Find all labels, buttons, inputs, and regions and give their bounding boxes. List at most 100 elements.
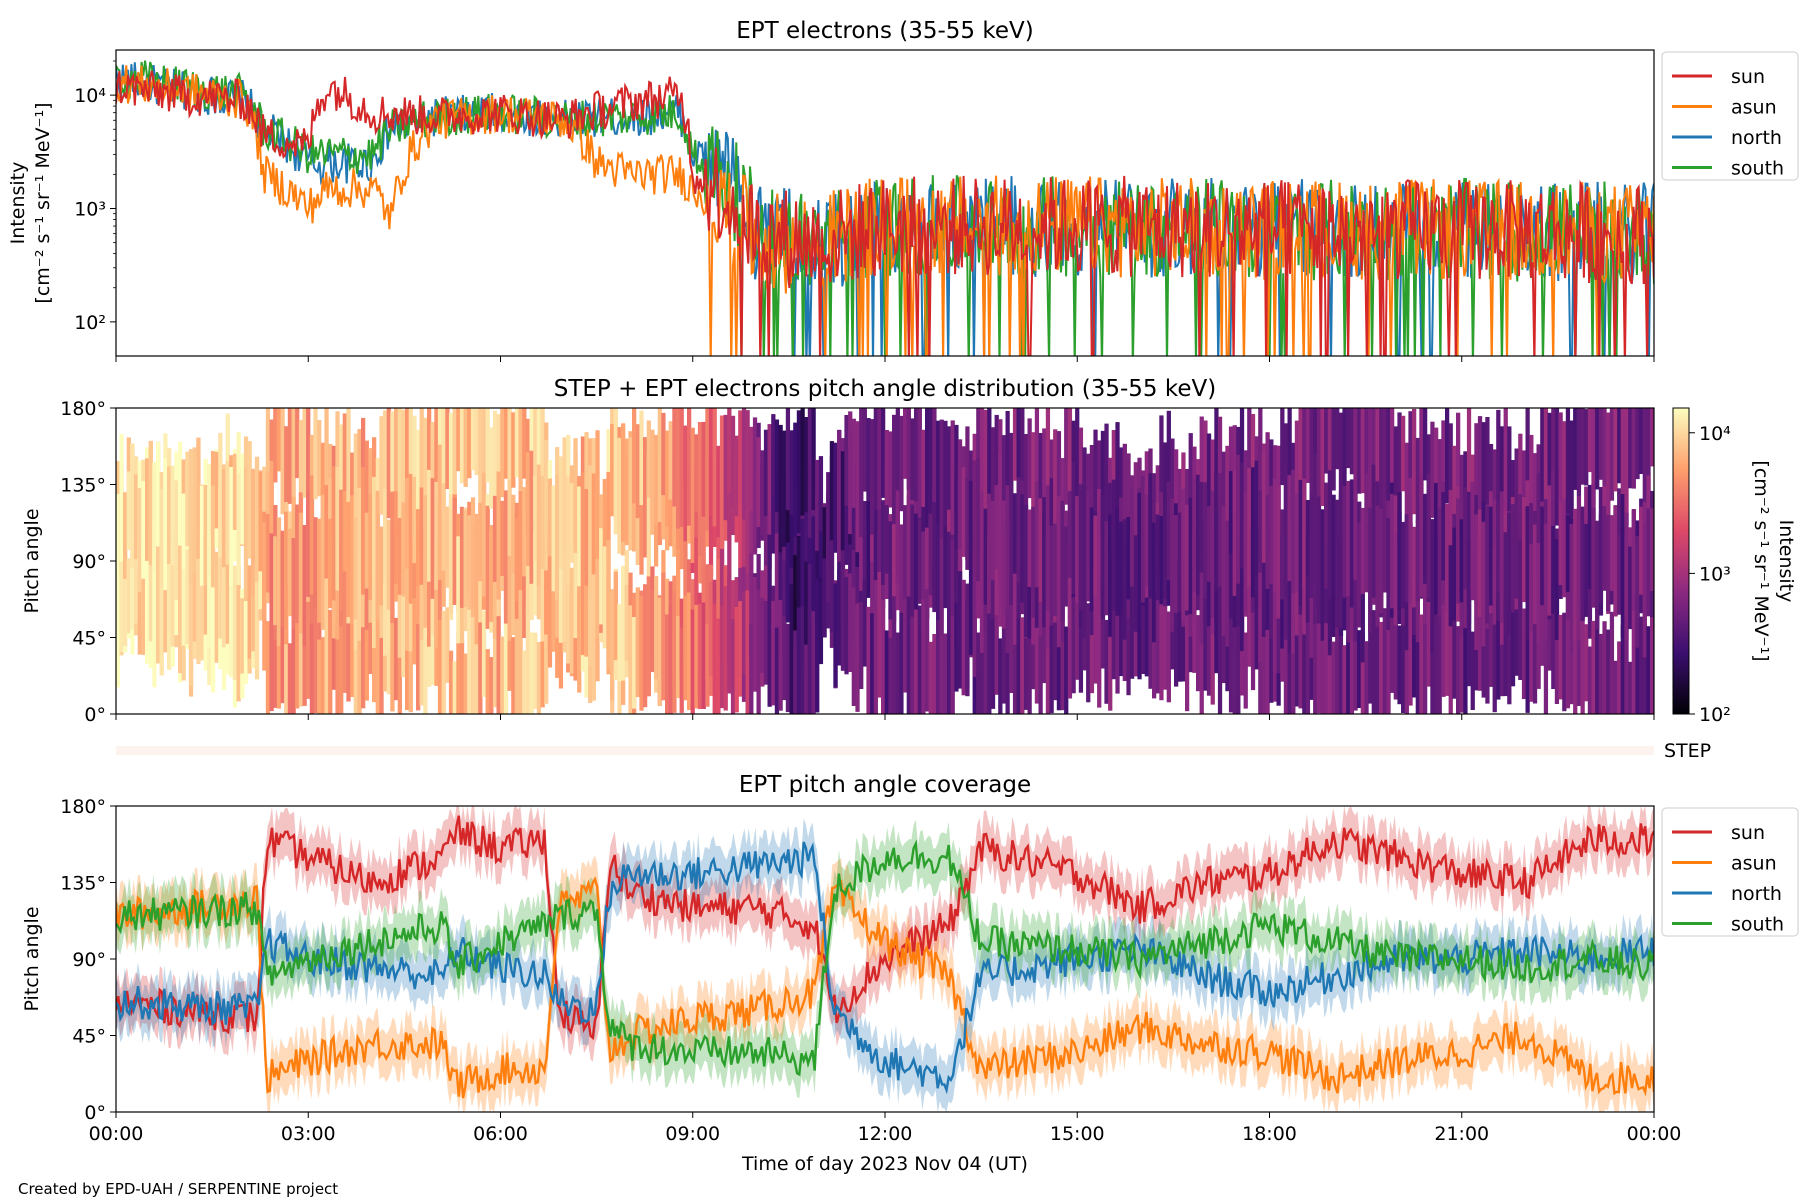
pad-cell (1023, 634, 1029, 710)
pad-cell (1595, 408, 1600, 490)
pad-cell (1108, 588, 1113, 711)
pad-cell (1386, 603, 1391, 714)
pad-cell (1294, 619, 1300, 707)
pad-cell (763, 429, 769, 516)
pad-cell (273, 408, 278, 483)
pad-cell (881, 600, 886, 714)
pad-cell (1364, 473, 1369, 593)
pad-cell (1089, 445, 1095, 562)
pad-cell (1342, 408, 1347, 518)
pad-cell (818, 501, 824, 579)
pad-cell (328, 518, 333, 609)
pad-cell (167, 537, 172, 632)
pad-cell (1060, 458, 1065, 536)
pad-cell (870, 512, 875, 622)
pad-cell (1628, 661, 1633, 714)
pad-cell (694, 537, 699, 657)
pad-cell (265, 408, 271, 511)
pad-cell (1408, 579, 1413, 706)
pad-cell (152, 559, 157, 688)
pad-cell (1324, 482, 1329, 589)
pad-cell (1217, 416, 1223, 502)
pad-cell (324, 598, 329, 714)
pad-cell (394, 491, 399, 584)
pad-cell (1349, 617, 1355, 714)
pad-cell (353, 602, 358, 714)
pad-cell (983, 620, 988, 714)
pad-cell (507, 613, 512, 691)
pad-cell (1192, 572, 1197, 673)
pad-cell (1532, 524, 1538, 625)
pad-cell (1272, 478, 1278, 593)
pad-cell (1335, 408, 1340, 470)
pad-cell (654, 434, 659, 525)
pad-cell (1598, 633, 1604, 714)
pad-cell (390, 411, 395, 494)
pad-cell (1287, 408, 1292, 516)
pad-cell (1097, 440, 1102, 528)
pad-cell (1547, 485, 1552, 616)
pad-cell (434, 540, 439, 648)
pad-cell (427, 408, 432, 509)
y-tick-label: 45° (72, 1026, 106, 1048)
pad-cell (1221, 451, 1226, 546)
pad-cell (1437, 508, 1442, 618)
pad-cell (1020, 408, 1025, 501)
y-tick-label: 90° (72, 551, 106, 573)
pad-cell (1199, 600, 1204, 714)
pad-cell (1613, 660, 1618, 714)
pad-cell (1239, 462, 1245, 569)
pad-cell (884, 630, 889, 714)
pad-cell (126, 471, 131, 550)
pad-cell (789, 430, 794, 515)
pad-cell (1203, 482, 1208, 599)
pad-cell (525, 452, 531, 566)
pad-cell (778, 599, 783, 711)
pad-cell (782, 560, 787, 656)
pad-cell (745, 590, 750, 714)
pad-cell (1078, 427, 1084, 519)
pad-cell (459, 408, 465, 484)
pad-cell (1214, 408, 1219, 529)
pad-cell (1642, 623, 1647, 714)
pad-cell (562, 525, 567, 642)
pad-cell (917, 605, 922, 714)
pad-cell (1624, 623, 1629, 714)
pad-cell (1152, 591, 1157, 699)
pad-cell (1463, 595, 1468, 714)
pad-cell (1401, 521, 1406, 609)
pad-cell (1320, 610, 1325, 714)
pad-cell (870, 613, 875, 714)
pad-cell (741, 591, 747, 675)
pad-cell (119, 433, 124, 562)
pad-cell (295, 585, 300, 709)
pad-cell (408, 473, 413, 604)
pad-cell (317, 518, 322, 623)
pad-cell (954, 475, 959, 592)
pad-cell (210, 563, 216, 693)
pad-cell (1228, 616, 1234, 713)
pad-cell (1492, 549, 1497, 625)
pad-cell (1456, 412, 1461, 514)
pad-cell (518, 408, 523, 491)
pad-cell (1196, 615, 1201, 692)
pad-cell (1382, 496, 1387, 593)
pad-cell (1580, 506, 1585, 621)
pad-cell (624, 455, 629, 540)
pad-cell (401, 573, 406, 678)
pad-cell (1390, 408, 1395, 515)
pad-cell (1100, 494, 1106, 620)
pad-cell (903, 505, 908, 625)
pad-cell (1628, 408, 1633, 489)
pad-cell (767, 534, 772, 658)
pad-cell (1217, 618, 1223, 714)
pad-cell (591, 473, 596, 575)
pad-cell (815, 578, 820, 713)
pad-cell (247, 565, 252, 659)
pad-cell (1144, 554, 1149, 677)
pad-cell (350, 495, 355, 625)
pad-cell (1250, 595, 1256, 691)
pad-cell (1067, 546, 1073, 629)
pad-cell (1305, 500, 1311, 576)
pad-cell (936, 420, 941, 524)
